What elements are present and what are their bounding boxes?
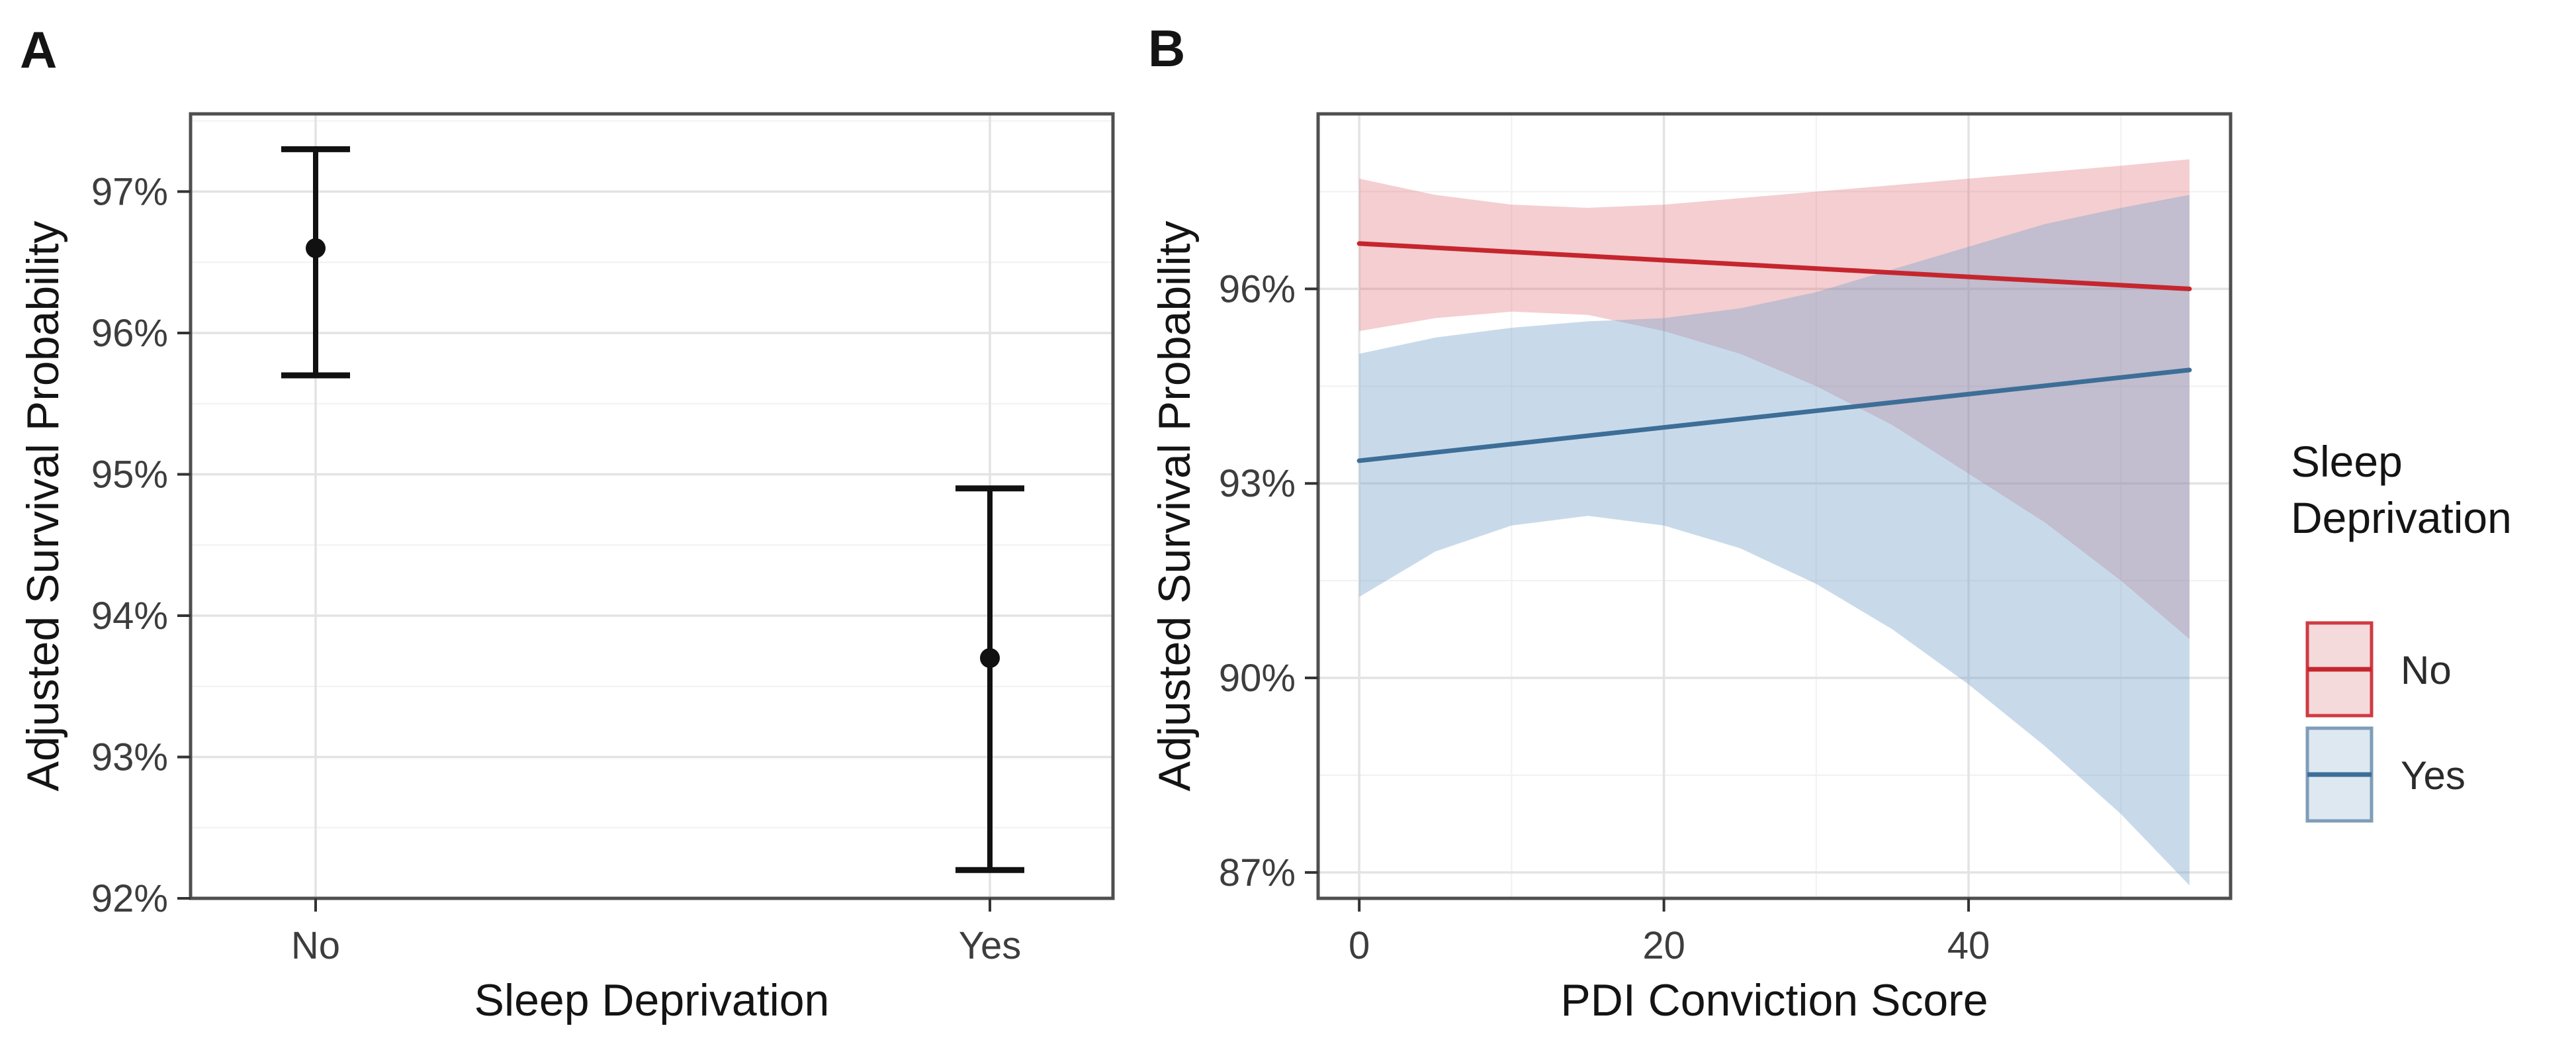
x-tick-label: 20 <box>1642 924 1685 967</box>
legend-item-no: No <box>2305 621 2452 718</box>
legend-sleep-deprivation: Sleep Deprivation No Yes <box>2291 437 2512 823</box>
y-tick-label: 90% <box>1219 657 1296 700</box>
y-tick-label: 92% <box>91 877 168 920</box>
panel-a-y-axis-title: Adjusted Survival Probability <box>18 221 68 792</box>
y-tick-label: 93% <box>91 735 168 779</box>
panel-label-a: A <box>20 21 57 79</box>
y-tick-label: 87% <box>1219 851 1296 894</box>
y-tick-label: 93% <box>1219 462 1296 505</box>
trend-line-no <box>1356 241 2192 291</box>
legend-item-label: Yes <box>2401 753 2465 798</box>
confidence-band-yes <box>1359 195 2190 886</box>
panel-label-b: B <box>1148 19 1185 77</box>
panel-b-pdi-conviction-lines: 87% 90% 93% 96% 0 20 40 PDI Conviction Score Adj… <box>1149 112 2233 1025</box>
y-tick-label: 95% <box>91 453 168 496</box>
errorbar-no <box>281 146 350 379</box>
y-tick-label: 94% <box>91 594 168 638</box>
x-category-label: Yes <box>959 924 1022 967</box>
x-category-label: No <box>291 924 340 967</box>
point-estimate <box>306 238 326 258</box>
panel-a-sleep-deprivation-pointrange: 92% 93% 94% 95% 96% 97% No Yes Sleep Deprivation… <box>18 112 1115 1025</box>
panel-b-border <box>1316 112 2233 900</box>
panel-a-x-axis-title: Sleep Deprivation <box>474 975 830 1025</box>
legend-title-line: Deprivation <box>2291 493 2512 542</box>
y-tick-label: 97% <box>91 170 168 213</box>
legend-title-line: Sleep <box>2291 437 2403 486</box>
y-tick-label: 96% <box>1219 267 1296 310</box>
legend-item-label: No <box>2401 648 2452 692</box>
panel-b-y-axis-title: Adjusted Survival Probability <box>1149 221 1200 792</box>
x-tick-label: 40 <box>1947 924 1990 967</box>
point-estimate <box>980 648 1000 669</box>
errorbar-yes <box>955 485 1024 873</box>
panel-a-border <box>189 112 1115 900</box>
x-tick-label: 0 <box>1349 924 1370 967</box>
legend-item-yes: Yes <box>2305 726 2465 823</box>
panel-b-x-axis-title: PDI Conviction Score <box>1560 975 1988 1025</box>
y-tick-label: 96% <box>91 312 168 355</box>
trend-line-yes <box>1356 367 2192 463</box>
